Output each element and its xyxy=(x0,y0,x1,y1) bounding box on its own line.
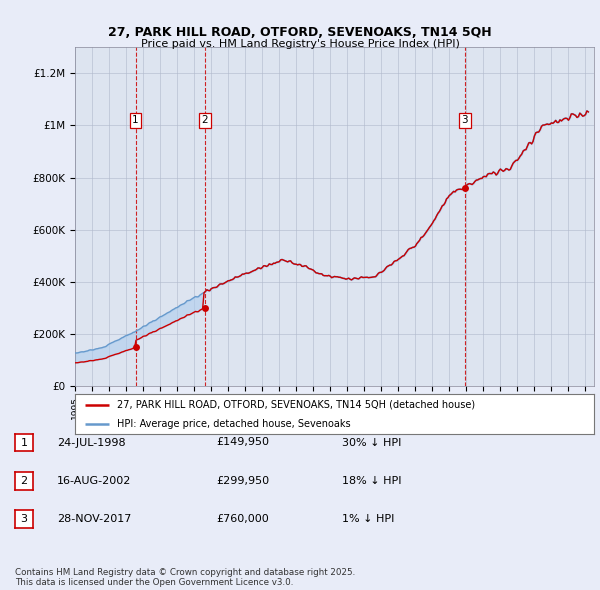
Text: 27, PARK HILL ROAD, OTFORD, SEVENOAKS, TN14 5QH: 27, PARK HILL ROAD, OTFORD, SEVENOAKS, T… xyxy=(108,26,492,40)
Text: 27, PARK HILL ROAD, OTFORD, SEVENOAKS, TN14 5QH (detached house): 27, PARK HILL ROAD, OTFORD, SEVENOAKS, T… xyxy=(116,400,475,410)
Text: £299,950: £299,950 xyxy=(216,476,269,486)
Text: 3: 3 xyxy=(461,115,468,125)
Text: 1% ↓ HPI: 1% ↓ HPI xyxy=(342,514,394,524)
Text: Contains HM Land Registry data © Crown copyright and database right 2025.
This d: Contains HM Land Registry data © Crown c… xyxy=(15,568,355,587)
Text: 2: 2 xyxy=(20,476,28,486)
Text: 2: 2 xyxy=(202,115,208,125)
Text: £760,000: £760,000 xyxy=(216,514,269,524)
Text: 16-AUG-2002: 16-AUG-2002 xyxy=(57,476,131,486)
Text: 28-NOV-2017: 28-NOV-2017 xyxy=(57,514,131,524)
Text: HPI: Average price, detached house, Sevenoaks: HPI: Average price, detached house, Seve… xyxy=(116,419,350,428)
Text: 3: 3 xyxy=(20,514,28,524)
Text: 1: 1 xyxy=(20,438,28,447)
Text: 24-JUL-1998: 24-JUL-1998 xyxy=(57,438,125,447)
Text: 18% ↓ HPI: 18% ↓ HPI xyxy=(342,476,401,486)
Text: 30% ↓ HPI: 30% ↓ HPI xyxy=(342,438,401,447)
Text: £149,950: £149,950 xyxy=(216,438,269,447)
Text: 1: 1 xyxy=(132,115,139,125)
Text: Price paid vs. HM Land Registry's House Price Index (HPI): Price paid vs. HM Land Registry's House … xyxy=(140,40,460,49)
